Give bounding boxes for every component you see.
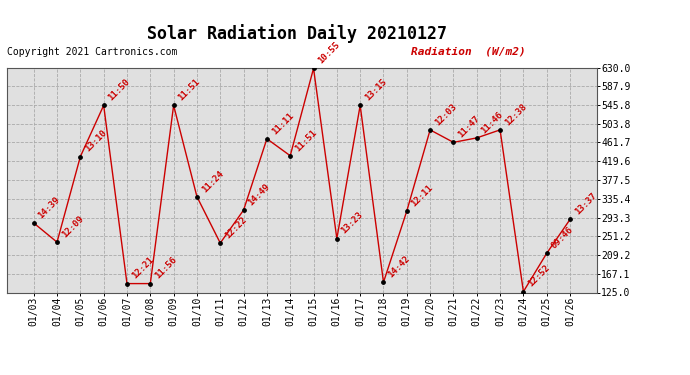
Text: Copyright 2021 Cartronics.com: Copyright 2021 Cartronics.com [7, 47, 177, 57]
Text: 14:42: 14:42 [386, 254, 412, 279]
Point [98, 102, 109, 108]
Point [215, 240, 226, 246]
Point [541, 250, 552, 256]
Text: 12:21: 12:21 [130, 255, 155, 281]
Point [28, 220, 39, 226]
Text: 12:11: 12:11 [410, 183, 435, 208]
Point [448, 140, 459, 146]
Text: 11:47: 11:47 [456, 114, 482, 140]
Text: 14:39: 14:39 [37, 195, 62, 220]
Text: 12:09: 12:09 [60, 214, 85, 239]
Point [285, 153, 296, 159]
Point [121, 280, 132, 286]
Point [355, 102, 366, 108]
Point [238, 207, 249, 213]
Point [145, 280, 156, 286]
Point [331, 236, 342, 242]
Text: 11:56: 11:56 [153, 255, 179, 281]
Point [424, 127, 435, 133]
Text: 11:24: 11:24 [199, 169, 225, 194]
Text: 12:22: 12:22 [223, 215, 248, 240]
Point [564, 216, 575, 222]
Text: 11:50: 11:50 [106, 77, 132, 103]
Text: 11:46: 11:46 [480, 110, 505, 135]
Point [75, 154, 86, 160]
Point [495, 127, 506, 133]
Point [308, 65, 319, 71]
Text: 13:10: 13:10 [83, 129, 108, 154]
Text: 11:11: 11:11 [270, 111, 295, 136]
Text: 11:51: 11:51 [293, 128, 318, 153]
Point [471, 135, 482, 141]
Point [262, 136, 273, 142]
Text: 12:52: 12:52 [526, 264, 551, 289]
Text: 12:38: 12:38 [503, 102, 529, 127]
Point [402, 208, 413, 214]
Text: 09:46: 09:46 [549, 225, 575, 251]
Text: 10:55: 10:55 [316, 40, 342, 66]
Text: 12:03: 12:03 [433, 102, 458, 127]
Text: Solar Radiation Daily 20210127: Solar Radiation Daily 20210127 [147, 24, 446, 44]
Point [52, 239, 63, 245]
Point [168, 102, 179, 108]
Text: 14:49: 14:49 [246, 182, 272, 207]
Text: Radiation  (W/m2): Radiation (W/m2) [411, 47, 525, 57]
Point [191, 194, 202, 200]
Point [378, 279, 389, 285]
Text: 11:51: 11:51 [177, 77, 201, 103]
Text: 13:23: 13:23 [339, 210, 365, 236]
Text: 13:37: 13:37 [573, 191, 598, 217]
Point [518, 289, 529, 295]
Text: 13:15: 13:15 [363, 77, 388, 103]
